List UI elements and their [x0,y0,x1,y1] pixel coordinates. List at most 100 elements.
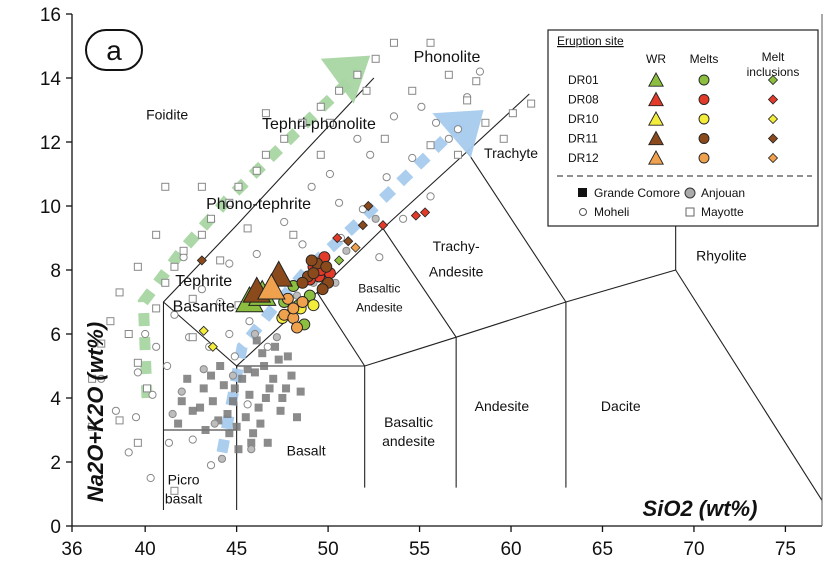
moheli-point-18 [280,217,289,227]
mayotte-point-11 [188,294,197,303]
field-label-18: basalt [165,491,202,507]
anjouan-point-0 [199,365,208,374]
dr08-melt-inclusion-1 [410,210,421,221]
grande-comore-point-25 [201,426,210,434]
field-label-9: Basanite [173,299,235,316]
legend-col-melts: Melts [690,52,719,66]
legend-melt-marker-dr12 [698,152,710,164]
grande-comore-point-39 [196,403,205,412]
legend-wr-marker-dr11 [648,130,664,146]
moheli-point-45 [426,192,435,201]
moheli-point-36 [398,214,408,223]
mayotte-point-48 [362,86,371,95]
mayotte-point-14 [216,256,225,265]
mayotte-point-6 [143,384,151,393]
grande-comore-point-28 [216,362,225,370]
mayotte-point-39 [261,109,270,118]
grande-comore-point-2 [269,374,278,383]
grande-comore-point-34 [183,374,192,383]
dr10-melt-inclusion-1 [198,325,209,336]
anjouan-point-7 [177,387,186,396]
mayotte-point-15 [225,198,234,207]
panel-label: a [85,29,143,71]
legend-col-mi-2: inclusions [747,65,800,79]
mayotte-point-35 [380,134,389,143]
anjouan-point-8 [168,409,177,419]
mayotte-point-8 [161,278,170,287]
mayotte-point-5 [133,358,142,367]
mayotte-point-16 [234,182,243,191]
anjouan-point-2 [250,329,260,339]
grande-comore-point-22 [243,365,252,374]
grande-comore-point-33 [263,438,272,447]
y-tick-label-12: 12 [40,133,61,154]
moheli-point-0 [131,413,141,422]
legend-row-label-dr11: DR11 [568,132,598,146]
mayotte-point-33 [527,99,536,108]
moheli-point-26 [97,374,106,383]
legend-wr-marker-dr08 [648,91,664,107]
dr11-melt-7 [305,254,318,267]
field-label-10: Basaltic [358,281,400,295]
dr08-melt-inclusion-2 [419,207,431,218]
moheli-point-34 [417,102,426,111]
x-tick-label-36: 36 [61,539,82,560]
moheli-point-14 [431,118,441,127]
y-axis-title: Na2O+K2O (wt%) [83,322,108,502]
dr11-melt-3 [307,267,320,280]
y-tick-label-6: 6 [50,325,61,346]
grande-comore-point-11 [208,397,217,406]
grande-comore-point-12 [199,384,208,393]
mayotte-point-19 [261,150,270,159]
mayotte-point-2 [106,317,115,326]
grande-comore-point-40 [261,394,270,402]
trend-arrow-head-1 [432,110,484,158]
legend-col-mi-1: Melt [762,50,785,64]
field-label-11: Andesite [356,301,403,315]
grande-comore-point-23 [256,419,265,428]
dr01-melt-inclusion-1 [334,255,345,266]
moheli-point-6 [245,317,254,326]
moheli-point-22 [170,310,179,319]
mayotte-point-40 [161,182,170,191]
mayotte-point-31 [499,134,508,143]
grande-comore-point-8 [241,413,250,422]
grande-comore-point-41 [282,384,291,393]
dr08-melt-inclusion-0 [377,220,389,231]
dr12-melt-5 [287,302,300,315]
y-tick-label-8: 8 [50,261,61,282]
moheli-point-43 [475,67,485,76]
grande-comore-point-27 [238,374,247,383]
mayotte-point-1 [97,339,106,348]
field-label-17: Picro [168,471,200,487]
moheli-point-37 [453,125,463,134]
legend-mi-marker-dr01 [767,74,779,86]
dr08-melt-inclusion-3 [332,232,343,244]
legend-mi-marker-dr08 [767,94,779,105]
y-tick-label-4: 4 [50,389,61,410]
data-points [88,38,536,495]
field-label-5: Trachy- [433,238,480,254]
field-boundary-6 [382,228,457,488]
mayotte-point-24 [353,70,362,79]
mayotte-point-36 [133,262,142,271]
mayotte-point-46 [289,230,298,239]
legend-melt-marker-dr10 [698,113,710,125]
x-tick-label-50: 50 [318,539,339,560]
mayotte-point-10 [179,246,188,255]
legend-row-label-dr12: DR12 [568,151,599,165]
moheli-point-32 [353,134,362,143]
mayotte-point-18 [252,166,261,175]
mayotte-point-41 [115,416,124,425]
legend-key-label-anjouan: Anjouan [701,186,745,200]
mayotte-point-32 [508,109,517,118]
legend-key-marker-moheli [579,208,587,216]
mayotte-point-23 [335,86,344,95]
x-tick-label-65: 65 [592,539,613,560]
grande-comore-point-13 [188,406,197,415]
grande-comore-point-30 [230,384,239,393]
grande-comore-point-15 [258,349,267,358]
x-tick-label-40: 40 [135,539,156,560]
moheli-point-38 [146,473,155,483]
